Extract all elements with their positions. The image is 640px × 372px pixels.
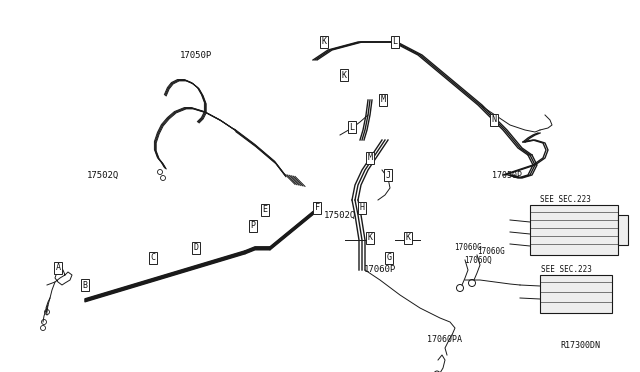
Text: N: N <box>492 115 497 125</box>
Text: J: J <box>385 170 390 180</box>
Text: G: G <box>387 253 392 263</box>
Text: 17502Q: 17502Q <box>87 170 119 180</box>
Text: M: M <box>367 154 372 163</box>
Text: 17050P: 17050P <box>492 170 522 180</box>
Text: SEE SEC.223: SEE SEC.223 <box>541 266 591 275</box>
Bar <box>530 205 618 255</box>
Text: D: D <box>193 244 198 253</box>
Text: C: C <box>150 253 156 263</box>
Text: M: M <box>381 96 385 105</box>
Text: 17502Q: 17502Q <box>324 211 356 219</box>
Text: K: K <box>406 234 410 243</box>
Text: L: L <box>392 38 397 46</box>
Text: R17300DN: R17300DN <box>560 340 600 350</box>
Text: L: L <box>349 122 355 131</box>
Bar <box>618 215 628 245</box>
Text: 17060P: 17060P <box>364 266 396 275</box>
Text: P: P <box>250 221 255 231</box>
Text: B: B <box>83 280 88 289</box>
Text: F: F <box>314 203 319 212</box>
Text: 17060Q: 17060Q <box>464 256 492 264</box>
Bar <box>540 275 612 313</box>
Text: 17060PA: 17060PA <box>428 336 463 344</box>
Text: H: H <box>360 203 365 212</box>
Text: K: K <box>367 234 372 243</box>
Text: 17060G: 17060G <box>477 247 505 257</box>
Text: K: K <box>321 38 326 46</box>
Text: K: K <box>342 71 346 80</box>
Text: 17060G: 17060G <box>454 244 482 253</box>
Text: A: A <box>56 263 61 273</box>
Text: 17050P: 17050P <box>180 51 212 60</box>
Text: SEE SEC.223: SEE SEC.223 <box>540 196 591 205</box>
Text: E: E <box>262 205 268 215</box>
